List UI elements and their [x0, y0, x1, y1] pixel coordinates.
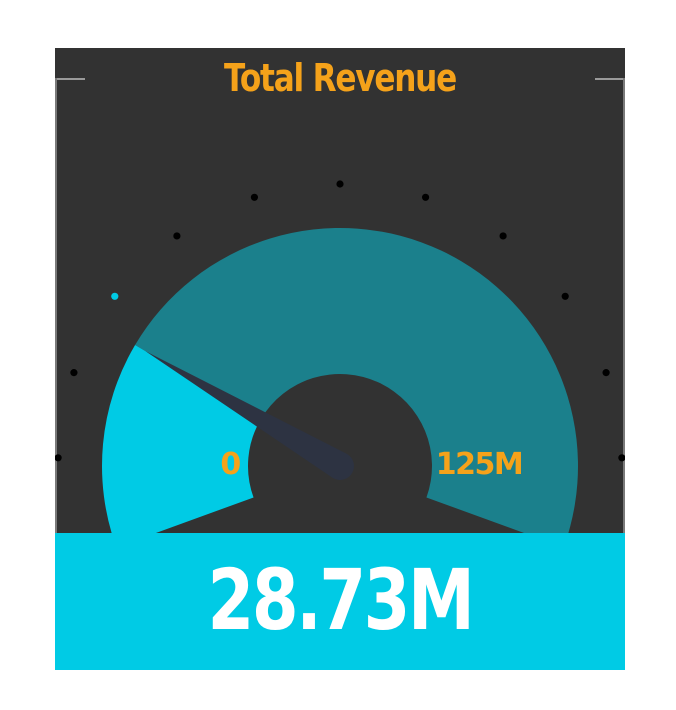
gauge-tick [250, 193, 259, 201]
gauge-tick [499, 232, 507, 240]
gauge-tick [336, 180, 344, 188]
gauge-tick [70, 369, 78, 377]
gauge-tick [55, 454, 62, 462]
gauge-tick [421, 193, 430, 201]
frame-edge-right [623, 78, 625, 670]
gauge-tick [602, 369, 610, 377]
gauge-max-label: 125M [436, 447, 522, 482]
gauge-tick-active [111, 292, 119, 300]
gauge-chart: 0 125M [55, 180, 625, 533]
gauge-tick [561, 292, 569, 300]
gauge-tick [618, 454, 625, 462]
gauge-needle-pointer [145, 351, 354, 481]
frame-corner-left [55, 78, 85, 80]
gauge-track-arc [135, 228, 578, 533]
frame-edge-left [55, 78, 57, 670]
gauge-value-label: 28.73M [207, 551, 474, 649]
gauge-tick [173, 232, 181, 240]
gauge-card: Total Revenue 0 125M 28.73M [55, 48, 625, 670]
chart-title: Total Revenue [223, 56, 457, 100]
gauge-min-label: 0 [220, 447, 240, 482]
gauge-value-arc [102, 344, 261, 533]
value-panel: 28.73M [55, 533, 625, 670]
gauge-ticks [55, 180, 625, 462]
gauge-needle [145, 351, 354, 481]
frame-corner-right [595, 78, 625, 80]
